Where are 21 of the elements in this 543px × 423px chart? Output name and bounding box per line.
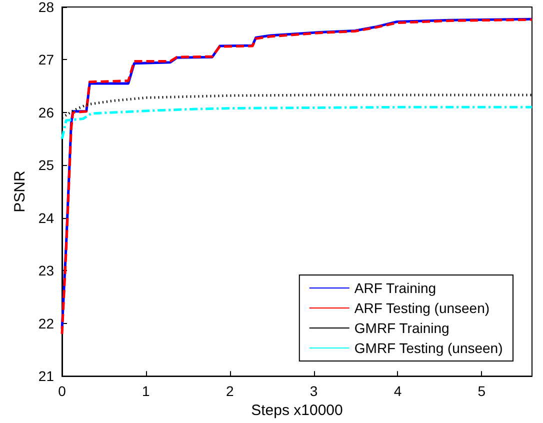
x-tick-label: 5 [478,383,486,400]
y-tick-label: 23 [38,262,54,279]
x-tick-label: 4 [394,383,402,400]
y-tick-label: 21 [38,368,54,384]
y-tick-label: 25 [38,157,54,174]
x-tick-label: 1 [142,383,150,400]
y-axis-title: PSNR [12,170,29,212]
legend-label: GMRF Testing (unseen) [354,340,503,356]
y-tick-label: 22 [38,315,54,332]
legend-label: GMRF Training [354,320,450,336]
y-tick-label: 27 [38,52,54,68]
line-series [60,106,534,140]
x-axis-title: Steps x10000 [251,402,343,419]
x-tick-label: 3 [310,383,318,400]
x-tick-label: 0 [58,383,66,400]
y-tick-label: 28 [38,0,54,15]
y-tick-label: 24 [38,210,54,226]
y-tick-label: 26 [38,104,54,120]
x-tick-label: 2 [226,383,234,400]
legend-label: ARF Testing (unseen) [354,300,490,316]
legend-label: ARF Training [354,280,436,296]
